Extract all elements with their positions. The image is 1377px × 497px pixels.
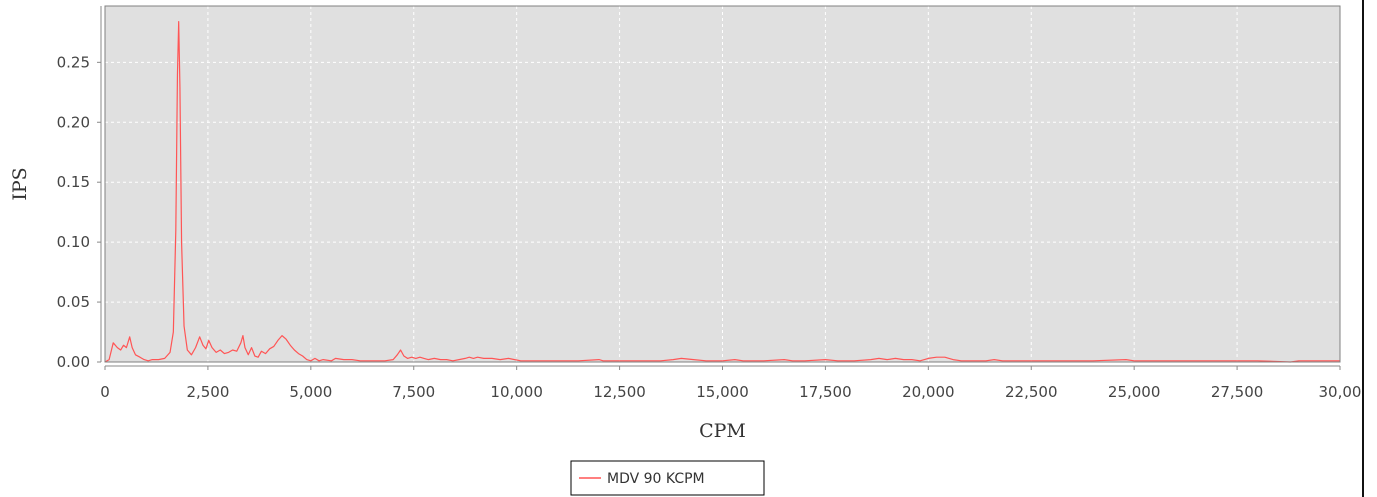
y-tick-label: 0.00: [57, 353, 90, 371]
series-line: [104, 20, 1340, 363]
y-tick-label: 0.15: [57, 173, 90, 191]
y-tick-label: 0.05: [57, 293, 90, 311]
x-tick-label: 15,000: [696, 383, 749, 401]
x-tick-label: 2,500: [186, 383, 229, 401]
x-tick-label: 27,500: [1211, 383, 1264, 401]
x-tick-label: 22,500: [1005, 383, 1058, 401]
series-layer: [104, 20, 1340, 363]
y-tick-label: 0.10: [57, 233, 90, 251]
x-tick-label: 5,000: [289, 383, 332, 401]
x-axis-title: CPM: [699, 420, 746, 442]
window-edge: [1362, 0, 1364, 497]
x-tick-label: 30,00: [1319, 383, 1362, 401]
legend-label: MDV 90 KCPM: [607, 471, 705, 487]
axes: [97, 5, 1341, 370]
plot-outline: [104, 5, 1341, 363]
legend-box: [570, 460, 765, 496]
x-tick-label: 25,000: [1108, 383, 1161, 401]
grid: [105, 6, 1340, 362]
x-tick-label: 17,500: [799, 383, 852, 401]
x-tick-label: 20,000: [902, 383, 955, 401]
y-tick-label: 0.25: [57, 53, 90, 71]
x-tick-label: 10,000: [490, 383, 543, 401]
x-tick-label: 12,500: [593, 383, 646, 401]
y-axis-title: IPS: [9, 167, 31, 200]
y-tick-label: 0.20: [57, 113, 90, 131]
x-tick-label: 0: [100, 383, 110, 401]
x-tick-label: 7,500: [392, 383, 435, 401]
